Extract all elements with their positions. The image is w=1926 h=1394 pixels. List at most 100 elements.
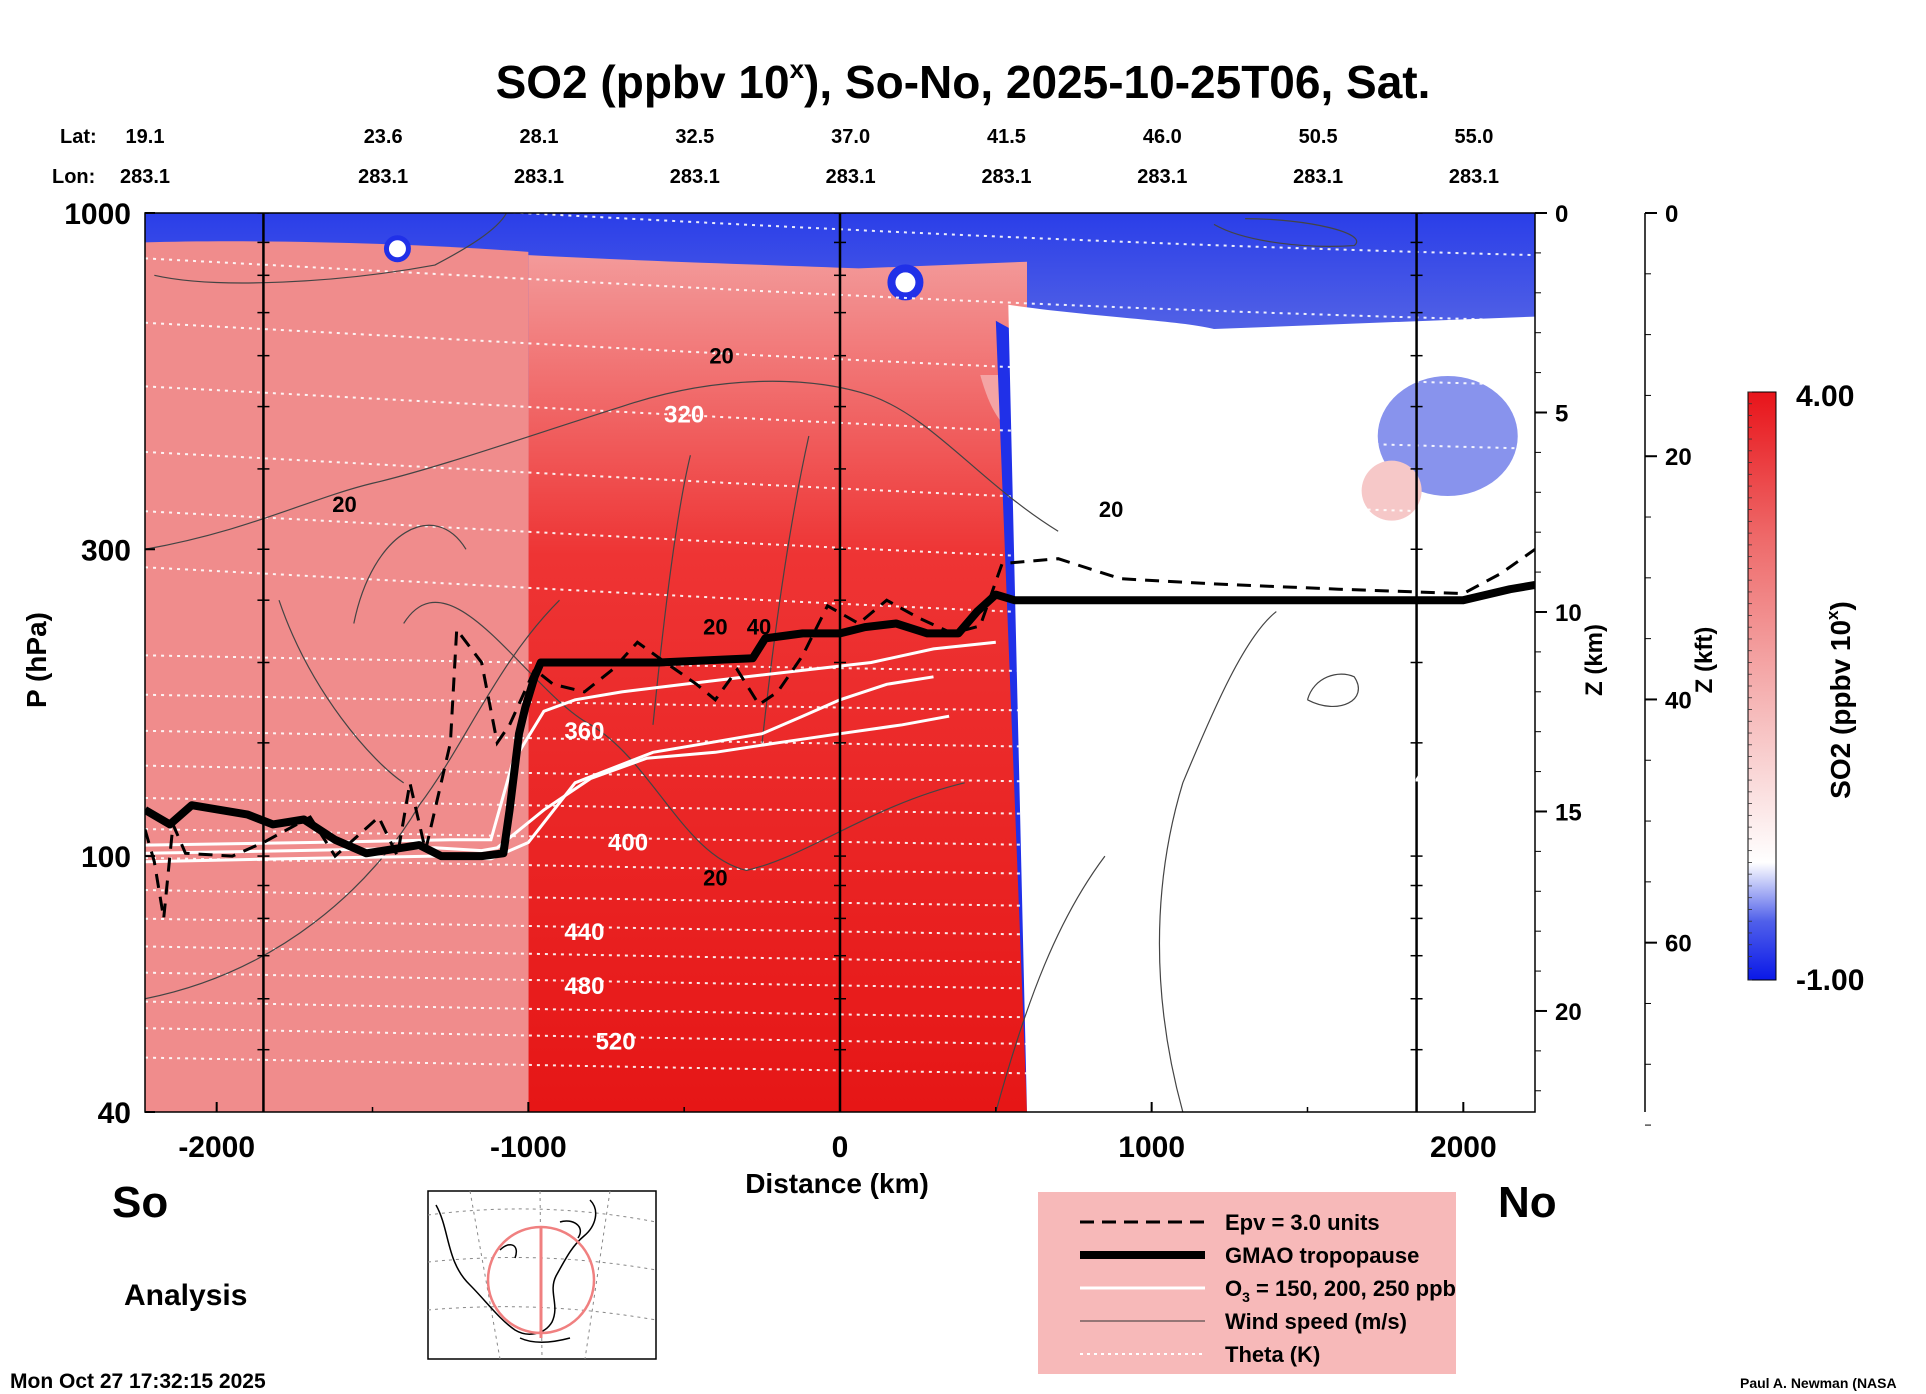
plot-area: 520 480 440 400 360 320 520 480 440 400 360 20 20 20 4…	[145, 213, 1535, 1112]
wind-label: 20	[703, 615, 727, 640]
small-white-hole	[887, 264, 924, 301]
station-lon: 283.1	[981, 166, 1031, 188]
south-endpoint-label: So	[112, 1178, 168, 1227]
theta-label: 440	[1428, 861, 1468, 888]
x-tick-label: -2000	[178, 1131, 255, 1164]
station-lon: 283.1	[670, 166, 720, 188]
theta-label: 360	[1431, 665, 1471, 692]
timestamp: Mon Oct 27 17:32:15 2025	[10, 1370, 266, 1393]
wind-label: 40	[747, 615, 771, 640]
station-lat: 41.5	[987, 126, 1026, 148]
station-lat: 28.1	[520, 126, 559, 148]
surface-so2-maximum	[528, 255, 1027, 1112]
north-endpoint-label: No	[1498, 1178, 1557, 1227]
legend-label: Wind speed (m/s)	[1225, 1309, 1407, 1334]
wind-speed-contour	[145, 380, 1059, 550]
credit-label: Paul A. Newman (NASA	[1740, 1375, 1897, 1391]
wind-speed-contours	[145, 213, 1359, 1112]
small-blue-ring	[383, 235, 411, 263]
gmao-tropopause-line	[145, 581, 1535, 861]
analysis-label: Analysis	[124, 1279, 247, 1312]
z-kft-tick-label: 60	[1665, 931, 1692, 958]
theta-label: 400	[1415, 764, 1455, 791]
theta-label: 360	[564, 718, 604, 745]
z-kft-axis-label: Z (kft)	[1691, 627, 1718, 694]
wind-label: 20	[332, 492, 356, 517]
station-lon: 283.1	[826, 166, 876, 188]
y-axis-pressure: 1000 300 100 40	[64, 198, 155, 1130]
legend-label: Theta (K)	[1225, 1342, 1320, 1367]
y-axis-z-kft: 0 20 40 60	[1644, 201, 1692, 1126]
station-lat: 55.0	[1454, 126, 1493, 148]
z-km-tick-label: 10	[1555, 600, 1582, 627]
theta-label: 400	[608, 830, 648, 857]
wind-speed-contour	[761, 435, 810, 743]
contour-labels: 520 480 440 400 360 320 520 480 440 400 360 20 20 20 4…	[332, 344, 1471, 1062]
x-axis: -2000 -1000 0 1000 2000	[178, 1102, 1497, 1164]
station-lat: 50.5	[1299, 126, 1338, 148]
z-kft-tick-label: 0	[1665, 201, 1678, 228]
station-lon: 283.1	[1137, 166, 1187, 188]
theta-label: 480	[564, 973, 604, 1000]
inset-coastline	[435, 1199, 597, 1343]
station-lon: 283.1	[1293, 166, 1343, 188]
wind-speed-contour	[278, 599, 405, 784]
legend-label: Epv = 3.0 units	[1225, 1210, 1380, 1235]
legend-label: O3 = 150, 200, 250 ppb	[1225, 1276, 1456, 1305]
station-lat: 32.5	[675, 126, 714, 148]
x-tick-label: 1000	[1118, 1131, 1185, 1164]
station-lon: 283.1	[1449, 166, 1499, 188]
legend-label: GMAO tropopause	[1225, 1243, 1419, 1268]
station-header: 19.1 283.1 23.6 283.1 28.1 283.1 32.5 283.1 37.0…	[120, 126, 1499, 188]
wind-speed-contour	[1158, 611, 1277, 1112]
z-km-tick-label: 0	[1555, 201, 1568, 228]
x-tick-label: 2000	[1430, 1131, 1497, 1164]
x-tick-label: -1000	[490, 1131, 567, 1164]
station-vertical-lines	[257, 213, 1423, 1112]
x-axis-label: Distance (km)	[745, 1168, 929, 1199]
station-lon: 283.1	[514, 166, 564, 188]
colorbar-ticks	[1748, 391, 1752, 981]
y-tick-label: 100	[81, 841, 131, 874]
theta-label: 320	[664, 402, 704, 429]
theta-label: 440	[564, 919, 604, 946]
colorbar-max-label: 4.00	[1796, 380, 1854, 413]
station-lat: 19.1	[126, 126, 165, 148]
y-tick-label: 40	[98, 1097, 131, 1130]
y-axis-z-km: 0 5 10 15 20	[1535, 201, 1582, 1092]
z-km-tick-label: 20	[1555, 999, 1582, 1026]
wind-label: 20	[703, 866, 727, 891]
y-tick-label: 300	[81, 534, 131, 567]
surface-so2-west	[145, 241, 529, 1112]
colorbar-min-label: -1.00	[1796, 964, 1864, 997]
lat-row-label: Lat:	[60, 126, 97, 148]
y-tick-label: 1000	[64, 198, 131, 231]
wind-speed-contour	[154, 213, 508, 284]
y-axis-label: P (hPa)	[21, 612, 52, 708]
z-km-tick-label: 5	[1555, 400, 1568, 427]
theta-label: 520	[1418, 1034, 1458, 1061]
wind-speed-contour	[995, 855, 1106, 1112]
chart-title: SO2 (ppbv 10x), So-No, 2025-10-25T06, Sa…	[496, 54, 1431, 108]
station-lat: 37.0	[831, 126, 870, 148]
legend: Epv = 3.0 units GMAO tropopause O3 = 150, …	[1038, 1192, 1456, 1374]
x-tick-label: 0	[832, 1131, 849, 1164]
colorbar	[1747, 391, 1777, 981]
wind-speed-contour	[1213, 218, 1358, 247]
ozone-contour	[145, 640, 996, 847]
z-km-tick-label: 15	[1555, 799, 1582, 826]
station-lat: 46.0	[1143, 126, 1182, 148]
theta-label: 520	[596, 1029, 636, 1056]
pink-patch-north	[1361, 460, 1422, 521]
colorbar-label: SO2 (ppbv 10x)	[1823, 601, 1856, 799]
wind-speed-contour	[652, 455, 691, 725]
wind-label: 20	[709, 344, 733, 369]
station-lon: 283.1	[358, 166, 408, 188]
lon-row-label: Lon:	[52, 166, 95, 188]
z-kft-tick-label: 40	[1665, 687, 1692, 714]
wind-label: 20	[1099, 497, 1123, 522]
station-lon: 283.1	[120, 166, 170, 188]
z-kft-tick-label: 20	[1665, 444, 1692, 471]
z-km-axis-label: Z (km)	[1581, 624, 1608, 696]
